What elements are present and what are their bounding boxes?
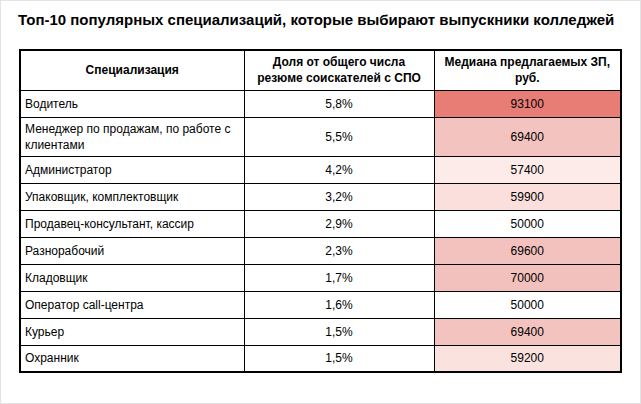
table-row: Курьер 1,5% 69400 [20,318,621,345]
share-cell: 2,9% [244,210,434,237]
table-row: Менеджер по продажам, по работе с клиент… [20,117,621,156]
salary-cell: 59900 [434,183,621,210]
salary-cell: 50000 [434,210,621,237]
table-row: Администратор 4,2% 57400 [20,156,621,183]
share-cell: 3,2% [244,183,434,210]
table-row: Оператор call-центра 1,6% 50000 [20,291,621,318]
table-row: Водитель 5,8% 93100 [20,90,621,117]
salary-cell: 57400 [434,156,621,183]
specialization-cell: Кладовщик [20,264,244,291]
specialization-cell: Упаковщик, комплектовщик [20,183,244,210]
page: { "page": { "title": "Топ-10 популярных … [0,0,641,404]
specialization-cell: Администратор [20,156,244,183]
salary-cell: 70000 [434,264,621,291]
share-cell: 1,6% [244,291,434,318]
specialization-cell: Оператор call-центра [20,291,244,318]
share-cell: 1,5% [244,318,434,345]
share-cell: 5,8% [244,90,434,117]
share-cell: 4,2% [244,156,434,183]
table-body: Водитель 5,8% 93100 Менеджер по продажам… [20,90,621,372]
salary-cell: 59200 [434,345,621,372]
table-row: Продавец-консультант, кассир 2,9% 50000 [20,210,621,237]
share-cell: 1,5% [244,345,434,372]
specialization-cell: Продавец-консультант, кассир [20,210,244,237]
table-row: Охранник 1,5% 59200 [20,345,621,372]
specialization-cell: Курьер [20,318,244,345]
salary-cell: 69400 [434,117,621,156]
header-row: Специализация Доля от общего числа резюм… [20,50,621,90]
specializations-table: Специализация Доля от общего числа резюм… [19,49,622,373]
share-cell: 2,3% [244,237,434,264]
specialization-cell: Водитель [20,90,244,117]
page-title: Топ-10 популярных специализаций, которые… [18,10,630,29]
header-specialization: Специализация [20,50,244,90]
share-cell: 1,7% [244,264,434,291]
salary-cell: 69600 [434,237,621,264]
share-cell: 5,5% [244,117,434,156]
table-row: Разнорабочий 2,3% 69600 [20,237,621,264]
salary-cell: 50000 [434,291,621,318]
table-header: Специализация Доля от общего числа резюм… [20,50,621,90]
header-share: Доля от общего числа резюме соискателей … [244,50,434,90]
specialization-cell: Менеджер по продажам, по работе с клиент… [20,117,244,156]
table-row: Упаковщик, комплектовщик 3,2% 59900 [20,183,621,210]
specialization-cell: Разнорабочий [20,237,244,264]
salary-cell: 69400 [434,318,621,345]
table-row: Кладовщик 1,7% 70000 [20,264,621,291]
specialization-cell: Охранник [20,345,244,372]
header-salary: Медиана предлагаемых ЗП, руб. [434,50,621,90]
salary-cell: 93100 [434,90,621,117]
